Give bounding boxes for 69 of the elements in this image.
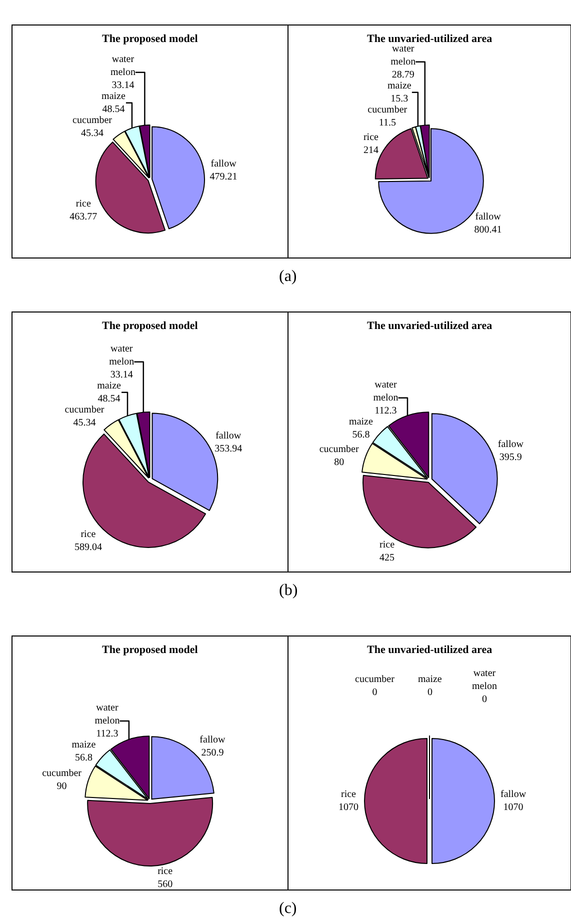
slice-label: rice — [158, 866, 174, 877]
text: (b) — [279, 582, 298, 599]
data-label: 1070 — [338, 802, 358, 813]
slice-label: maize — [72, 739, 96, 750]
data-label: 48.54 — [102, 104, 125, 115]
data-label: 589.04 — [74, 542, 102, 553]
data-label: 48.54 — [98, 393, 120, 404]
slice-label: rice — [80, 528, 96, 540]
chart-title: The unvaried-utilized area — [367, 320, 493, 332]
data-label: 56.8 — [74, 752, 92, 764]
text: (c) — [279, 900, 297, 917]
data-label: 353.94 — [214, 443, 242, 454]
text: 0 — [372, 687, 378, 698]
data-label: 1070 — [503, 802, 524, 813]
slice-label: cucumber — [319, 444, 360, 455]
data-label: 28.79 — [392, 69, 414, 80]
slice-label: cucumber — [368, 104, 408, 116]
chart-title: The unvaried-utilized area — [367, 33, 493, 45]
slice-label: fallow — [216, 430, 242, 442]
data-label: 112.3 — [96, 728, 118, 740]
data-label: 45.34 — [81, 128, 104, 139]
data-label: 11.5 — [378, 117, 396, 128]
data-label: 15.3 — [390, 93, 408, 104]
data-label: 560 — [158, 878, 173, 890]
chart-title: The proposed model — [102, 320, 198, 332]
data-label: 112.3 — [374, 405, 397, 416]
category-label: water melon — [472, 668, 497, 692]
slice-label: maize — [102, 90, 126, 102]
slice-label: cucumber — [72, 114, 113, 126]
slice-label: fallow — [200, 734, 226, 746]
text: 0 — [482, 694, 487, 705]
slice-label: fallow — [475, 212, 502, 223]
slice-label: water melon — [390, 43, 416, 68]
data-label: 80 — [334, 456, 344, 468]
slice-label: cucumber — [42, 768, 82, 779]
data-label: 214 — [363, 145, 378, 156]
chart-title: The proposed model — [102, 644, 198, 656]
slice-label: water melon — [109, 343, 134, 368]
data-label: 463.77 — [70, 212, 98, 223]
data-label: 33.14 — [110, 369, 133, 380]
data-label: 250.9 — [201, 747, 224, 758]
data-label: 45.34 — [73, 417, 96, 428]
slice-label: water melon — [110, 54, 136, 78]
slice-label: rice — [76, 198, 92, 210]
slice-label: water melon — [373, 379, 398, 404]
category-label: maize — [418, 674, 442, 685]
slice-label: water melon — [94, 702, 120, 726]
slice-label: maize — [97, 380, 122, 392]
slice-label: maize — [349, 416, 374, 428]
chart-title: The proposed model — [102, 33, 198, 45]
chart-title: The unvaried-utilized area — [367, 644, 493, 656]
data-label: 425 — [380, 552, 395, 564]
slice-label: fallow — [498, 439, 524, 450]
text: 0 — [427, 687, 432, 698]
category-label: cucumber — [355, 674, 394, 685]
data-label: 90 — [56, 780, 67, 792]
slice-label: rice — [363, 132, 380, 144]
data-label: 56.8 — [352, 429, 370, 440]
slice-label: rice — [341, 789, 357, 800]
slice-label: fallow — [500, 789, 527, 800]
slice-label: cucumber — [64, 404, 105, 416]
data-label: 800.41 — [474, 224, 502, 236]
slice-label: fallow — [210, 158, 238, 170]
data-label: 395.9 — [499, 452, 522, 464]
slice-label: maize — [387, 80, 412, 92]
data-label: 33.14 — [112, 80, 134, 91]
slice-label: rice — [380, 540, 396, 551]
text: (a) — [279, 268, 297, 285]
data-label: 479.21 — [210, 171, 238, 182]
